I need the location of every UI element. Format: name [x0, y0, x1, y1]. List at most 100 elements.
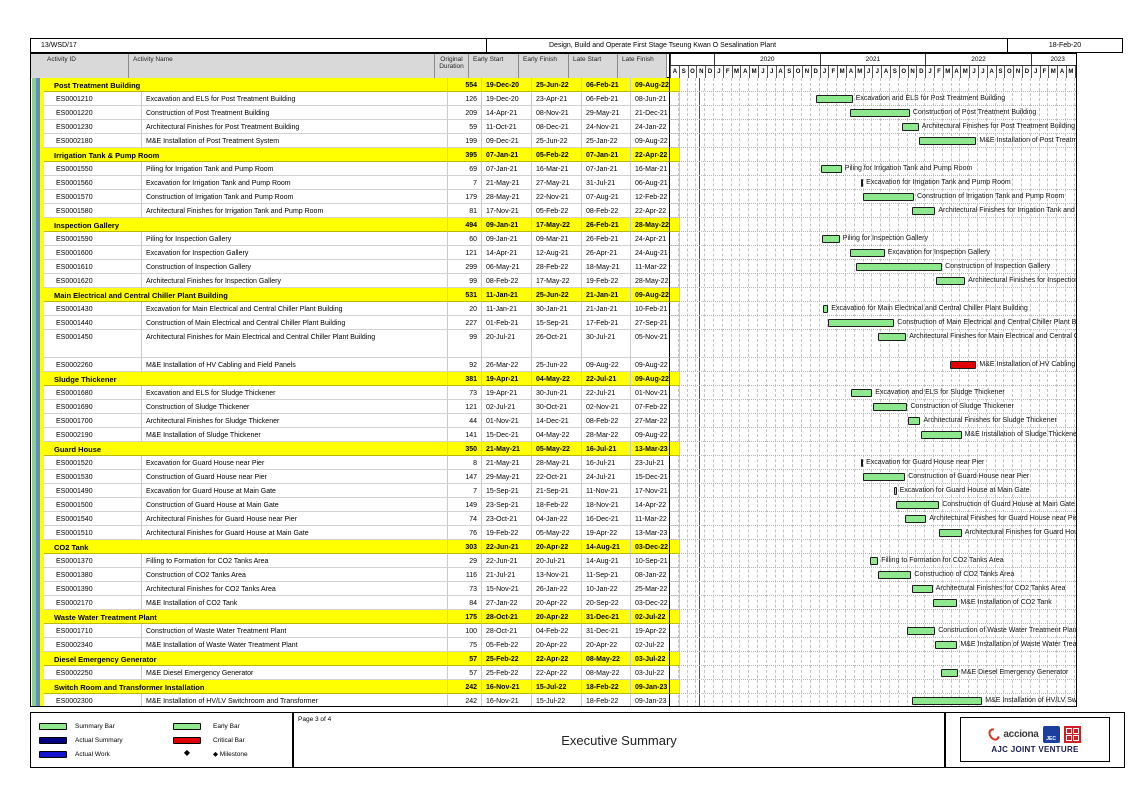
section-row: CO2 Tank 303 22-Jun-21 20-Apr-22 14-Aug-21 03… — [31, 540, 1076, 554]
activity-id-cell: ES0001530 — [44, 470, 142, 484]
activity-name-cell: Architectural Finishes for Post Treatmen… — [142, 120, 448, 134]
column-header-label: Late Start — [573, 56, 602, 63]
gantt-bar-early — [849, 109, 910, 117]
month-cell: M — [837, 66, 846, 78]
duration-cell: 7 — [448, 484, 482, 498]
late-finish-cell: 15-Dec-21 — [631, 470, 680, 484]
late-start-cell: 31-Dec-21 — [582, 624, 631, 638]
activity-name-cell: Construction of Main Electrical and Cent… — [142, 316, 448, 330]
month-gridline — [1003, 78, 1005, 706]
activity-row: ES0001700 Architectural Finishes for Slud… — [31, 414, 1076, 428]
activity-row: ES0001220 Construction of Post Treatment … — [31, 106, 1076, 120]
activity-row: ES0001510 Architectural Finishes for Guar… — [31, 526, 1076, 540]
activity-row: ES0001430 Excavation for Main Electrical … — [31, 302, 1076, 316]
column-header-5: Early Finish — [519, 54, 569, 78]
gantt-bar-label: M&E Installation of Sludge Thickener — [964, 431, 1077, 438]
late-start-cell: 24-Nov-21 — [582, 120, 631, 134]
gantt-bar-early — [860, 459, 864, 467]
month-cell: J — [758, 66, 767, 78]
duration-cell: 141 — [448, 428, 482, 442]
early-start-cell: 23-Sep-21 — [482, 498, 532, 512]
activity-row: ES0001610 Construction of Inspection Gall… — [31, 260, 1076, 274]
section-early-start-cell: 19-Dec-20 — [482, 78, 532, 92]
gantt-bar-label: Excavation for Main Electrical and Centr… — [831, 305, 1028, 312]
duration-cell: 100 — [448, 624, 482, 638]
gantt-row-zone: Construction of Main Electrical and Cent… — [669, 316, 1076, 330]
early-finish-cell: 25-Jun-22 — [532, 134, 582, 148]
activity-name-cell: Architectural Finishes for CO2 Tanks Are… — [142, 582, 448, 596]
duration-cell: 73 — [448, 582, 482, 596]
gantt-bar-early — [932, 599, 958, 607]
month-cell: O — [898, 66, 908, 78]
activity-name-cell: Construction of Inspection Gallery — [142, 260, 448, 274]
duration-cell: 74 — [448, 512, 482, 526]
late-finish-cell: 11-Mar-22 — [631, 512, 680, 526]
month-cell: A — [881, 66, 890, 78]
early-finish-cell: 05-May-22 — [532, 526, 582, 540]
month-cell: M — [731, 66, 741, 78]
month-cell: J — [872, 66, 881, 78]
gantt-bar-label: Excavation for Guard House at Main Gate — [899, 487, 1030, 494]
month-cell: S — [995, 66, 1005, 78]
month-gridline — [836, 78, 838, 706]
activity-name-cell: M&E Installation of Waste Water Treatmen… — [142, 638, 448, 652]
gantt-row-zone — [669, 652, 1076, 666]
early-start-cell: 15-Dec-21 — [482, 428, 532, 442]
gantt-row-zone: Construction of Post Treatment Building — [669, 106, 1076, 120]
activity-id-cell: ES0001430 — [44, 302, 142, 316]
section-late-start-cell: 31-Dec-21 — [582, 610, 631, 624]
section-early-start-cell: 25-Feb-22 — [482, 652, 532, 666]
section-late-start-cell: 21-Jan-21 — [582, 288, 631, 302]
month-cell: J — [863, 66, 873, 78]
month-cell: S — [784, 66, 793, 78]
activity-name-cell: M&E Installation of Post Treatment Syste… — [142, 134, 448, 148]
early-finish-cell: 25-Jun-22 — [532, 358, 582, 372]
section-early-finish-cell: 25-Jun-22 — [532, 78, 582, 92]
gantt-row-zone — [669, 610, 1076, 624]
gantt-bar-label: Excavation for Irrigation Tank and Pump … — [866, 179, 1011, 186]
gantt-row-zone: Excavation and ELS for Post Treatment Bu… — [669, 92, 1076, 106]
activity-row: ES0001380 Construction of CO2 Tanks Area 1… — [31, 568, 1076, 582]
early-finish-cell: 15-Jul-22 — [532, 694, 582, 706]
column-header-label: Duration — [439, 63, 464, 70]
activity-name-cell: Excavation for Guard House near Pier — [142, 456, 448, 470]
activity-name-cell: Excavation and ELS for Post Treatment Bu… — [142, 92, 448, 106]
section-early-start-cell: 19-Apr-21 — [482, 372, 532, 386]
duration-cell: 149 — [448, 498, 482, 512]
gantt-bar-label: Filling to Formation for CO2 Tanks Area — [881, 557, 1004, 564]
gantt-bar-label: Construction of Guard House near Pier — [908, 473, 1030, 480]
gantt-bar-early — [878, 571, 912, 579]
month-cell: A — [846, 66, 855, 78]
print-date: 18-Feb-20 — [1048, 42, 1082, 49]
activity-id-cell: ES0001220 — [44, 106, 142, 120]
gantt-bar-label: Construction of Irrigation Tank and Pump… — [917, 193, 1065, 200]
duration-cell: 59 — [448, 120, 482, 134]
month-gridline — [959, 78, 961, 706]
month-cell: J — [766, 66, 776, 78]
table-body: Post Treatment Building 554 19-Dec-20 25-Ju… — [31, 78, 1077, 706]
gantt-bar-early — [905, 515, 927, 523]
margin-stripe-green — [32, 78, 36, 706]
late-start-cell: 11-Sep-21 — [582, 568, 631, 582]
late-start-cell: 11-Nov-21 — [582, 484, 631, 498]
legend-grid: Summary Bar Early Bar Actual Summary Critic… — [39, 719, 292, 761]
gantt-bar-label: Construction of Sludge Thickener — [910, 403, 1014, 410]
gantt-row-zone — [669, 442, 1076, 456]
late-start-cell: 20-Sep-22 — [582, 596, 631, 610]
activity-name-cell: Piling for Irrigation Tank and Pump Room — [142, 162, 448, 176]
column-header-label: Late Finish — [622, 56, 654, 63]
early-start-cell: 26-Mar-22 — [482, 358, 532, 372]
gantt-bar-early — [940, 669, 958, 677]
activity-row: ES0001550 Piling for Irrigation Tank and … — [31, 162, 1076, 176]
early-finish-cell: 17-May-22 — [532, 274, 582, 288]
data-date-line — [699, 78, 700, 706]
late-start-cell: 25-Jan-22 — [582, 134, 631, 148]
early-finish-cell: 23-Apr-21 — [532, 92, 582, 106]
duration-cell: 8 — [448, 456, 482, 470]
early-finish-cell: 09-Mar-21 — [532, 232, 582, 246]
late-finish-cell: 03-Jul-22 — [631, 666, 680, 680]
early-finish-cell: 20-Apr-22 — [532, 596, 582, 610]
gantt-bar-early — [862, 193, 914, 201]
late-finish-cell: 08-Jun-21 — [631, 92, 680, 106]
duration-cell: 81 — [448, 204, 482, 218]
